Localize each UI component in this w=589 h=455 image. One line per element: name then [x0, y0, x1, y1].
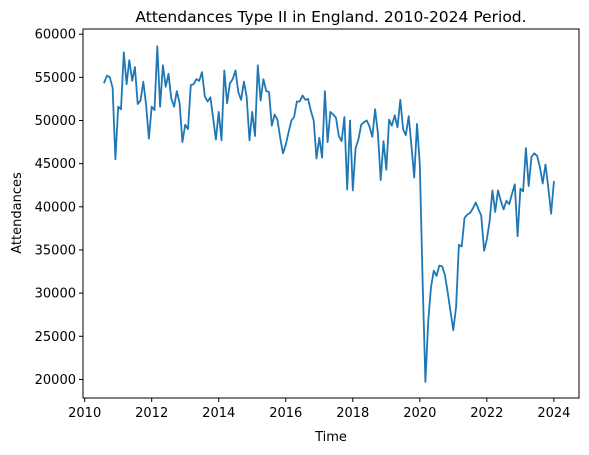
x-tick-label: 2016 — [269, 406, 302, 421]
x-tick-label: 2012 — [135, 406, 168, 421]
y-tick-label: 60000 — [35, 28, 76, 43]
plot-frame — [82, 28, 580, 399]
y-tick-label: 30000 — [35, 287, 76, 302]
y-tick-label: 40000 — [35, 200, 76, 215]
x-tick-label: 2010 — [68, 406, 101, 421]
x-tick-label: 2020 — [403, 406, 436, 421]
y-tick-label: 35000 — [35, 243, 76, 258]
y-axis-label: Attendances — [10, 172, 25, 254]
x-tick-label: 2024 — [537, 406, 570, 421]
x-tick-label: 2022 — [470, 406, 503, 421]
chart-title: Attendances Type II in England. 2010-202… — [135, 8, 526, 26]
y-tick-label: 45000 — [35, 157, 76, 172]
x-tick-label: 2014 — [202, 406, 235, 421]
x-tick-label: 2018 — [336, 406, 369, 421]
y-tick-label: 25000 — [35, 330, 76, 345]
x-axis-label: Time — [314, 430, 347, 445]
plot-area — [83, 29, 579, 398]
series-line — [103, 45, 555, 383]
y-tick-label: 20000 — [35, 373, 76, 388]
y-tick-label: 50000 — [35, 114, 76, 129]
x-axis-ticks: 2010 2012 2014 2016 2018 2020 2022 2024 — [68, 398, 570, 421]
y-tick-label: 55000 — [35, 71, 76, 86]
y-axis-ticks: 20000 25000 30000 35000 40000 45000 50000 55000… — [35, 28, 83, 388]
